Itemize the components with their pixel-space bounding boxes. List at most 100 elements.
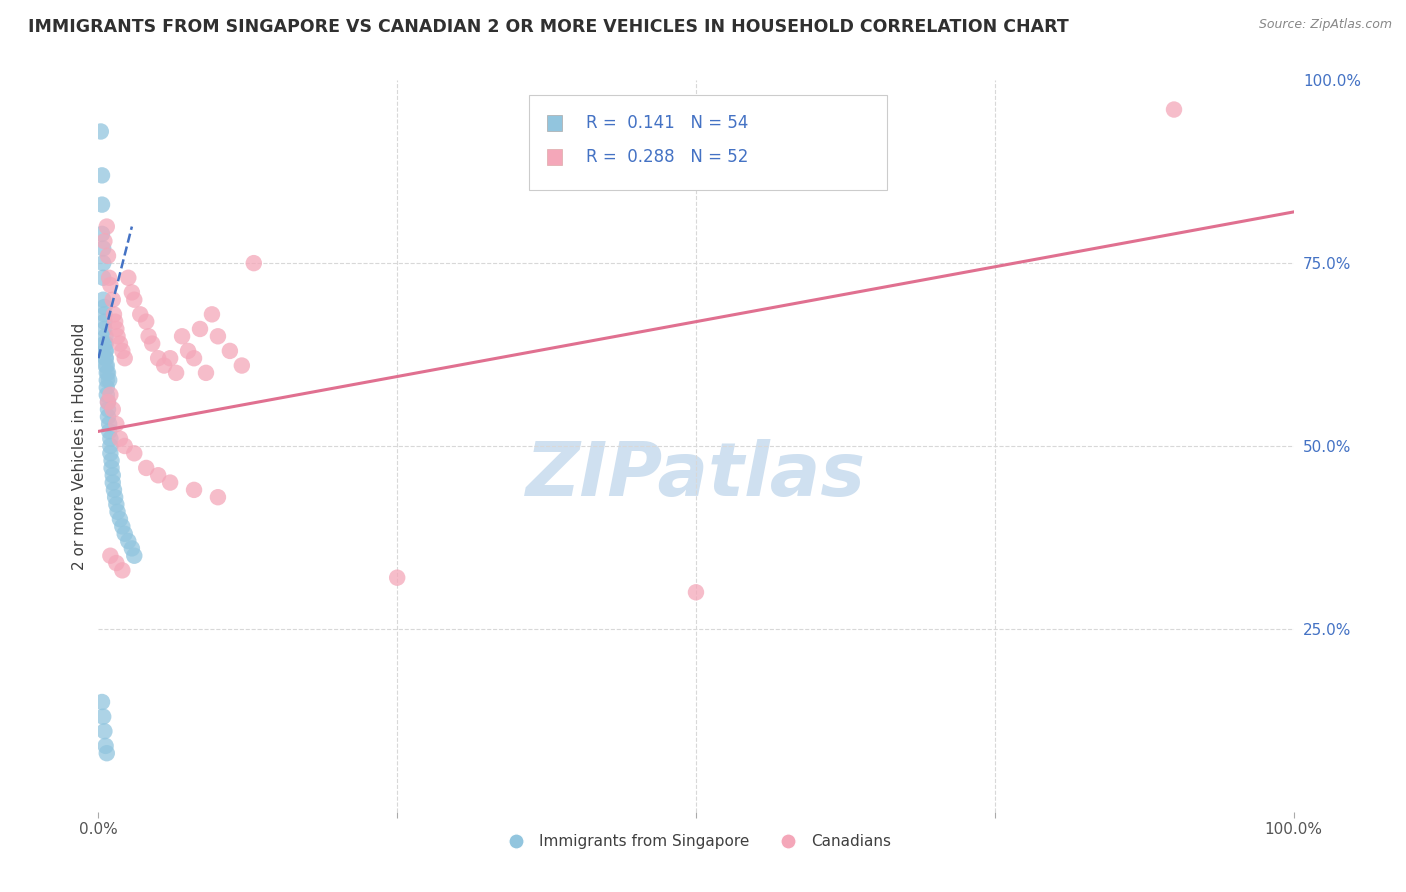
Point bbox=[94, 329, 117, 343]
Point bbox=[91, 293, 114, 307]
Point bbox=[94, 343, 117, 358]
Point bbox=[117, 534, 139, 549]
Point bbox=[93, 724, 115, 739]
Point bbox=[124, 446, 146, 460]
Point bbox=[97, 409, 120, 424]
Point bbox=[96, 219, 118, 234]
Point bbox=[93, 300, 115, 314]
Point bbox=[94, 351, 117, 366]
Point bbox=[104, 315, 127, 329]
Point bbox=[105, 556, 128, 570]
Point bbox=[96, 366, 118, 380]
Point bbox=[101, 402, 124, 417]
Text: R =  0.141   N = 54: R = 0.141 N = 54 bbox=[586, 113, 748, 132]
Point bbox=[98, 425, 121, 439]
Point bbox=[172, 329, 194, 343]
Point bbox=[243, 256, 266, 270]
Point bbox=[91, 169, 114, 183]
Point bbox=[91, 270, 114, 285]
Point bbox=[107, 329, 129, 343]
Point bbox=[97, 395, 120, 409]
Point bbox=[111, 563, 134, 577]
Point bbox=[98, 270, 121, 285]
Point bbox=[1163, 103, 1185, 117]
Text: R =  0.288   N = 52: R = 0.288 N = 52 bbox=[586, 148, 748, 166]
Point bbox=[97, 402, 120, 417]
Text: IMMIGRANTS FROM SINGAPORE VS CANADIAN 2 OR MORE VEHICLES IN HOUSEHOLD CORRELATIO: IMMIGRANTS FROM SINGAPORE VS CANADIAN 2 … bbox=[28, 18, 1069, 36]
Point bbox=[148, 468, 170, 483]
Point bbox=[103, 483, 125, 497]
Point bbox=[91, 256, 114, 270]
Point bbox=[98, 446, 122, 460]
Point bbox=[98, 432, 122, 446]
Point bbox=[141, 336, 163, 351]
Point bbox=[96, 373, 118, 387]
Point bbox=[98, 388, 122, 402]
Point bbox=[207, 329, 229, 343]
Point bbox=[98, 278, 122, 293]
Point bbox=[93, 336, 115, 351]
Point bbox=[91, 227, 114, 241]
Point bbox=[91, 695, 114, 709]
Point bbox=[108, 512, 131, 526]
Point bbox=[91, 197, 114, 211]
Point bbox=[105, 498, 128, 512]
Point bbox=[114, 439, 136, 453]
Point bbox=[94, 359, 117, 373]
Point bbox=[188, 322, 211, 336]
Point bbox=[111, 343, 134, 358]
Point bbox=[129, 307, 152, 321]
Point bbox=[117, 270, 139, 285]
Point bbox=[121, 541, 143, 556]
Point bbox=[98, 417, 121, 431]
Point bbox=[153, 359, 176, 373]
Point bbox=[91, 709, 114, 723]
Point bbox=[96, 746, 118, 760]
Point bbox=[101, 293, 124, 307]
Point bbox=[219, 343, 242, 358]
Legend: Immigrants from Singapore, Canadians: Immigrants from Singapore, Canadians bbox=[495, 828, 897, 855]
Point bbox=[231, 359, 253, 373]
Bar bbox=[547, 149, 562, 165]
Point bbox=[107, 505, 129, 519]
Point bbox=[98, 439, 122, 453]
Point bbox=[114, 526, 136, 541]
Point bbox=[98, 549, 122, 563]
Point bbox=[124, 549, 146, 563]
Point bbox=[165, 366, 187, 380]
Point bbox=[97, 395, 120, 409]
Point bbox=[97, 366, 120, 380]
Point bbox=[201, 307, 224, 321]
Point bbox=[96, 388, 118, 402]
Point bbox=[108, 432, 131, 446]
Point bbox=[105, 322, 128, 336]
Point bbox=[94, 343, 117, 358]
Point bbox=[195, 366, 218, 380]
Point bbox=[111, 519, 134, 533]
Point bbox=[93, 315, 115, 329]
Point bbox=[108, 336, 131, 351]
Point bbox=[104, 490, 127, 504]
Point bbox=[138, 329, 160, 343]
Point bbox=[93, 322, 115, 336]
Point bbox=[93, 307, 115, 321]
Point bbox=[177, 343, 200, 358]
Point bbox=[100, 453, 122, 467]
Point bbox=[685, 585, 707, 599]
FancyBboxPatch shape bbox=[529, 95, 887, 190]
Point bbox=[183, 351, 205, 366]
Point bbox=[148, 351, 170, 366]
Point bbox=[96, 380, 118, 394]
Point bbox=[159, 351, 181, 366]
Point bbox=[207, 490, 229, 504]
Point bbox=[94, 336, 117, 351]
Point bbox=[105, 417, 128, 431]
Point bbox=[90, 124, 112, 138]
Point bbox=[103, 307, 125, 321]
Point bbox=[385, 571, 409, 585]
Point bbox=[91, 242, 114, 256]
Point bbox=[135, 315, 157, 329]
Point bbox=[135, 461, 157, 475]
Point bbox=[101, 475, 124, 490]
Point bbox=[94, 739, 117, 753]
